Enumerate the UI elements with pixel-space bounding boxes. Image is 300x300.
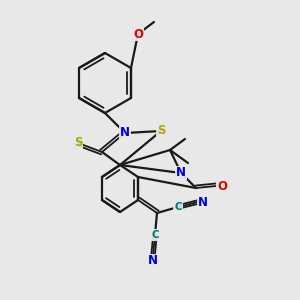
Text: C: C bbox=[174, 202, 182, 212]
Text: C: C bbox=[151, 230, 159, 240]
Text: S: S bbox=[157, 124, 165, 137]
Text: O: O bbox=[217, 179, 227, 193]
Text: N: N bbox=[120, 127, 130, 140]
Text: N: N bbox=[198, 196, 208, 208]
Text: N: N bbox=[176, 167, 186, 179]
Text: O: O bbox=[133, 28, 143, 40]
Text: N: N bbox=[148, 254, 158, 268]
Text: S: S bbox=[74, 136, 82, 149]
